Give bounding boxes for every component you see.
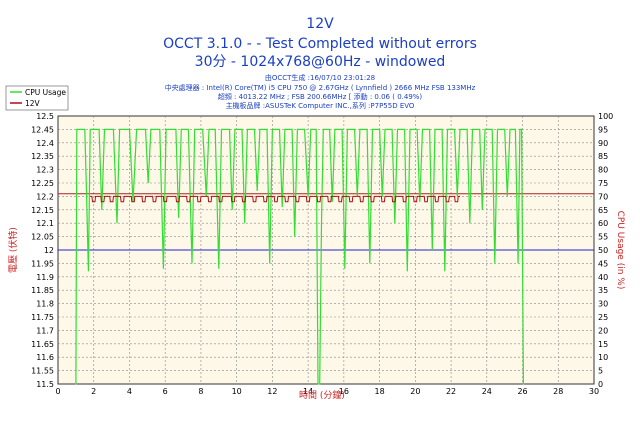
- y-right-tick-label: 15: [598, 340, 608, 349]
- legend-label-12v: 12V: [25, 99, 41, 108]
- y-right-tick-label: 80: [598, 166, 608, 175]
- legend-label-cpu-usage: CPU Usage: [25, 88, 66, 97]
- x-tick-label: 2: [91, 387, 96, 396]
- y-right-axis-label: CPU Usage (in %): [615, 211, 625, 290]
- x-tick-label: 28: [553, 387, 563, 396]
- y-left-tick-label: 11.55: [31, 367, 54, 376]
- y-right-tick-label: 30: [598, 300, 608, 309]
- y-left-tick-label: 12.1: [36, 219, 54, 228]
- y-left-tick-label: 11.7: [36, 326, 54, 335]
- y-left-tick-label: 12.05: [31, 233, 54, 242]
- y-left-tick-label: 12: [44, 246, 54, 255]
- series-line-cpu-usage: [75, 128, 525, 385]
- y-right-tick-label: 40: [598, 273, 608, 282]
- y-right-tick-label: 25: [598, 313, 608, 322]
- x-tick-label: 14: [303, 387, 313, 396]
- titles: 12V OCCT 3.1.0 - - Test Completed withou…: [163, 16, 477, 110]
- y-left-tick-label: 12.45: [31, 125, 54, 134]
- y-left-tick-label: 11.65: [31, 340, 54, 349]
- chart-title: 12V: [306, 16, 334, 32]
- x-tick-labels: 0 2 4 6 8 10 12 14 16 18 20 22 24 26 28 30: [55, 387, 599, 396]
- y-right-tick-label: 70: [598, 192, 608, 201]
- y-left-tick-label: 12.2: [36, 192, 54, 201]
- x-tick-label: 24: [482, 387, 492, 396]
- y-left-tick-label: 11.6: [36, 353, 54, 362]
- y-right-tick-label: 90: [598, 139, 608, 148]
- info-line-generated: 由OCCT生成 :16/07/10 23:01:28: [265, 73, 375, 82]
- x-tick-label: 18: [375, 387, 385, 396]
- info-line-overclock: 超頻 : 4013.22 MHz ; FSB 200.66MHz [ 添動 : …: [218, 92, 423, 101]
- y-left-tick-label: 12.4: [36, 139, 54, 148]
- x-tick-label: 12: [267, 387, 277, 396]
- y-right-tick-label: 65: [598, 206, 608, 215]
- y-left-tick-label: 11.75: [31, 313, 54, 322]
- x-tick-label: 30: [589, 387, 599, 396]
- y-right-tick-label: 20: [598, 326, 608, 335]
- y-left-tick-label: 12.15: [31, 206, 54, 215]
- y-right-tick-label: 60: [598, 219, 608, 228]
- y-left-tick-label: 11.95: [31, 259, 54, 268]
- y-left-tick-label: 12.35: [31, 152, 54, 161]
- y-left-tick-label: 11.8: [36, 300, 54, 309]
- x-tick-label: 16: [339, 387, 349, 396]
- y-left-tick-label: 12.5: [36, 112, 54, 121]
- y-left-axis-label: 電壓 (伏特): [7, 227, 19, 273]
- series-group: [75, 128, 525, 385]
- info-line-motherboard: 主機板品牌 :ASUSTeK Computer INC.,系列 :P7P55D …: [226, 101, 415, 110]
- info-line-cpu: 中央處理器 : Intel(R) Core(TM) i5 CPU 750 @ 2…: [165, 83, 476, 92]
- x-tick-label: 10: [232, 387, 242, 396]
- y-left-tick-label: 12.3: [36, 166, 54, 175]
- x-tick-label: 4: [127, 387, 132, 396]
- y-right-tick-label: 5: [598, 367, 603, 376]
- y-right-tick-label: 85: [598, 152, 608, 161]
- y-right-tick-label: 10: [598, 353, 608, 362]
- x-tick-label: 0: [55, 387, 60, 396]
- legend: CPU Usage 12V: [5, 85, 69, 111]
- y-right-tick-label: 95: [598, 125, 608, 134]
- y-right-tick-labels: 0 5 10 15 20 25 30 35 40 45 50 55 60 65 70 75 80 85 90 95 10…: [598, 112, 613, 389]
- y-left-tick-labels: 11.5 11.55 11.6 11.65 11.7 11.75 11.8 11.85 11.9…: [31, 112, 54, 389]
- y-left-tick-label: 11.5: [36, 380, 54, 389]
- y-left-tick-label: 11.9: [36, 273, 54, 282]
- y-right-tick-label: 45: [598, 259, 608, 268]
- y-right-tick-label: 75: [598, 179, 608, 188]
- legend-box: [5, 85, 69, 111]
- y-left-tick-label: 12.25: [31, 179, 54, 188]
- x-tick-label: 6: [163, 387, 168, 396]
- y-right-tick-label: 50: [598, 246, 608, 255]
- y-right-tick-label: 55: [598, 233, 608, 242]
- y-right-tick-label: 100: [598, 112, 613, 121]
- x-tick-label: 26: [517, 387, 527, 396]
- chart-subtitle-1: OCCT 3.1.0 - - Test Completed without er…: [163, 36, 477, 52]
- x-tick-label: 20: [410, 387, 420, 396]
- x-tick-label: 22: [446, 387, 456, 396]
- chart-subtitle-2: 30分 - 1024x768@60Hz - windowed: [195, 54, 446, 70]
- y-left-tick-label: 11.85: [31, 286, 54, 295]
- series-line-12v: [90, 195, 460, 203]
- reference-lines: [58, 193, 594, 251]
- x-axis-label: 時間 (分鐘): [299, 389, 345, 401]
- y-right-tick-label: 0: [598, 380, 603, 389]
- x-tick-label: 8: [198, 387, 203, 396]
- y-right-tick-label: 35: [598, 286, 608, 295]
